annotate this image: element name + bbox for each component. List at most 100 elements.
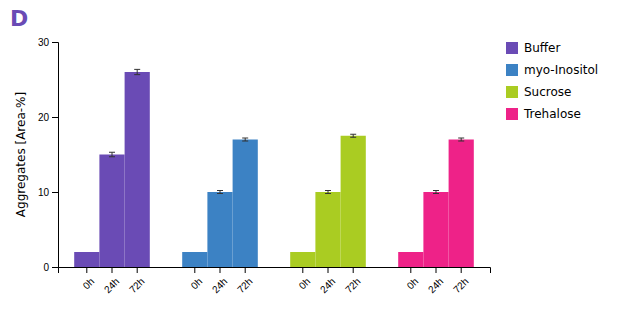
error-bar-line — [112, 152, 113, 157]
marks — [74, 69, 474, 267]
error-bar — [350, 134, 356, 137]
error-bar-line — [325, 193, 331, 194]
x-tick-label: 72h — [127, 276, 147, 296]
y-tick-label: 30 — [38, 37, 50, 48]
x-tick-mark — [328, 267, 329, 273]
x-tick-mark — [137, 267, 138, 273]
x-tick: 24h — [210, 267, 230, 295]
x-tick-mark — [112, 267, 113, 273]
error-bar-line — [217, 193, 223, 194]
bar — [398, 252, 423, 267]
x-tick-label: 0h — [297, 276, 313, 292]
legend-label: Sucrose — [524, 85, 571, 99]
bar — [233, 140, 258, 268]
bar — [290, 252, 315, 267]
legend-item: Sucrose — [506, 85, 571, 99]
legend-swatch — [506, 108, 518, 120]
y-axis-title: Aggregates [Area-%] — [14, 92, 28, 217]
bar — [449, 140, 474, 268]
plot: 01020300h24h72h0h24h72h0h24h72h0h24h72h — [38, 37, 491, 296]
y-tick-label: 20 — [38, 112, 50, 123]
bar — [341, 136, 366, 267]
x-tick: 72h — [343, 267, 363, 295]
y-tick-mark — [52, 117, 58, 118]
series — [398, 138, 474, 267]
error-bar-line — [242, 138, 248, 139]
y-tick: 10 — [38, 187, 58, 198]
x-tick: 24h — [318, 267, 338, 295]
y-axis-line — [52, 43, 59, 268]
x-tick-label: 0h — [189, 276, 205, 292]
x-tick-mark — [86, 267, 87, 273]
y-tick: 20 — [38, 112, 58, 123]
x-tick: 0h — [405, 267, 421, 291]
y-tick-label: 10 — [38, 187, 50, 198]
y-tick-label: 0 — [43, 262, 49, 273]
error-bar — [325, 191, 331, 194]
error-bar — [134, 69, 140, 74]
x-tick-label: 72h — [451, 276, 471, 296]
error-bar-line — [134, 69, 140, 70]
x-axis-line — [59, 268, 491, 274]
chart: 01020300h24h72h0h24h72h0h24h72h0h24h72hA… — [0, 0, 620, 315]
x-tick-label: 72h — [343, 276, 363, 296]
y-tick-mark — [52, 42, 58, 43]
bar — [74, 252, 99, 267]
error-bar — [109, 152, 115, 157]
legend-swatch — [506, 42, 518, 54]
bar — [182, 252, 207, 267]
x-tick-mark — [220, 267, 221, 273]
x-tick: 24h — [426, 267, 446, 295]
bar — [207, 192, 232, 267]
y-axis: 0 10 20 30 — [38, 37, 59, 273]
bar — [99, 155, 124, 268]
error-bar-line — [134, 74, 140, 75]
x-tick: 0h — [297, 267, 313, 291]
error-bar-line — [350, 137, 356, 138]
legend-item: Buffer — [506, 41, 560, 55]
bar — [423, 192, 448, 267]
legend-swatch — [506, 86, 518, 98]
error-bar-line — [458, 141, 464, 142]
bar — [125, 72, 150, 267]
y-tick-mark — [52, 192, 58, 193]
series — [182, 138, 258, 267]
legend-label: Buffer — [524, 41, 560, 55]
x-tick-mark — [436, 267, 437, 273]
x-tick: 72h — [235, 267, 255, 295]
error-bar — [433, 191, 439, 194]
x-tick-label: 0h — [81, 276, 97, 292]
legend-swatch — [506, 64, 518, 76]
x-tick: 72h — [127, 267, 147, 295]
x-tick-label: 24h — [102, 276, 122, 296]
x-tick: 0h — [81, 267, 97, 291]
legend-label: myo-Inositol — [524, 63, 598, 77]
error-bar-line — [458, 138, 464, 139]
series — [290, 134, 366, 267]
error-bar — [217, 191, 223, 194]
y-tick: 30 — [38, 37, 58, 48]
legend: Buffer myo-Inositol Sucrose Trehalose — [506, 41, 598, 121]
series — [74, 69, 150, 267]
x-tick-label: 24h — [318, 276, 338, 296]
error-bar-line — [217, 190, 223, 191]
legend-item: myo-Inositol — [506, 63, 598, 77]
x-tick-mark — [245, 267, 246, 273]
error-bar-line — [433, 190, 439, 191]
error-bar-line — [350, 134, 356, 135]
x-tick-mark — [461, 267, 462, 273]
error-bar-line — [433, 193, 439, 194]
x-tick-label: 24h — [210, 276, 230, 296]
bar — [315, 192, 340, 267]
x-tick-label: 24h — [426, 276, 446, 296]
y-tick: 0 — [43, 262, 58, 273]
x-tick-label: 0h — [405, 276, 421, 292]
y-tick-mark — [52, 267, 58, 268]
x-tick-mark — [194, 267, 195, 273]
legend-label: Trehalose — [523, 107, 581, 121]
x-tick: 24h — [102, 267, 122, 295]
legend-item: Trehalose — [506, 107, 581, 121]
x-tick-mark — [353, 267, 354, 273]
x-tick-label: 72h — [235, 276, 255, 296]
x-tick: 72h — [451, 267, 471, 295]
